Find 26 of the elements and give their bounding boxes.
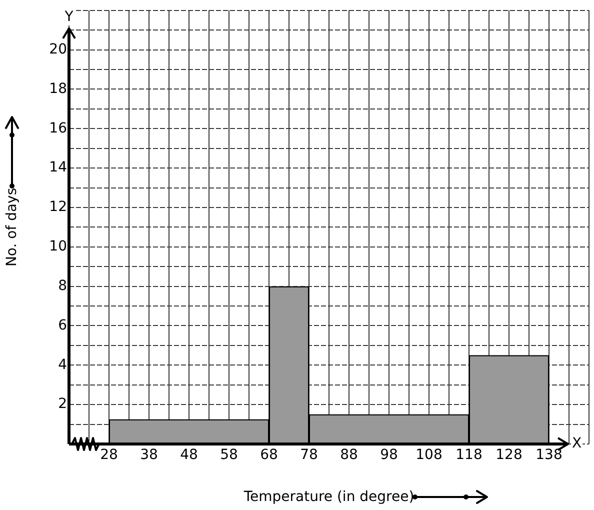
x-tick-label: 68 [260, 447, 278, 464]
x-axis-title: Temperature (in degree) [242, 489, 414, 506]
x-tick-label: 58 [220, 447, 238, 464]
x-tick-label: 28 [100, 447, 118, 464]
y-tick-label: 2 [58, 396, 67, 412]
y-tick-label: 16 [49, 120, 68, 136]
y-tick-label: 14 [49, 160, 68, 176]
x-tick-label: 128 [496, 447, 522, 464]
x-tick-label: 38 [140, 447, 158, 464]
y-tick-label: 18 [49, 80, 67, 97]
y-tick-label: 6 [58, 317, 68, 334]
annotation: X [572, 436, 582, 452]
x-tick-label: 108 [416, 447, 442, 464]
annotation: Y [64, 9, 74, 26]
y-tick-label: 12 [49, 199, 67, 216]
y-tick-label: 4 [58, 356, 68, 373]
x-tick-label: 118 [456, 447, 482, 464]
x-tick-label: 88 [340, 447, 358, 464]
y-tick-label: 8 [58, 278, 67, 294]
x-tick-label: 98 [380, 447, 398, 464]
y-axis-title: No. of days [4, 188, 20, 267]
x-tick-label: 138 [536, 447, 562, 464]
y-tick-label: 10 [49, 238, 67, 255]
x-tick-label: 48 [180, 447, 198, 464]
x-tick-label: 78 [300, 447, 318, 464]
y-tick-label: 20 [49, 41, 67, 58]
